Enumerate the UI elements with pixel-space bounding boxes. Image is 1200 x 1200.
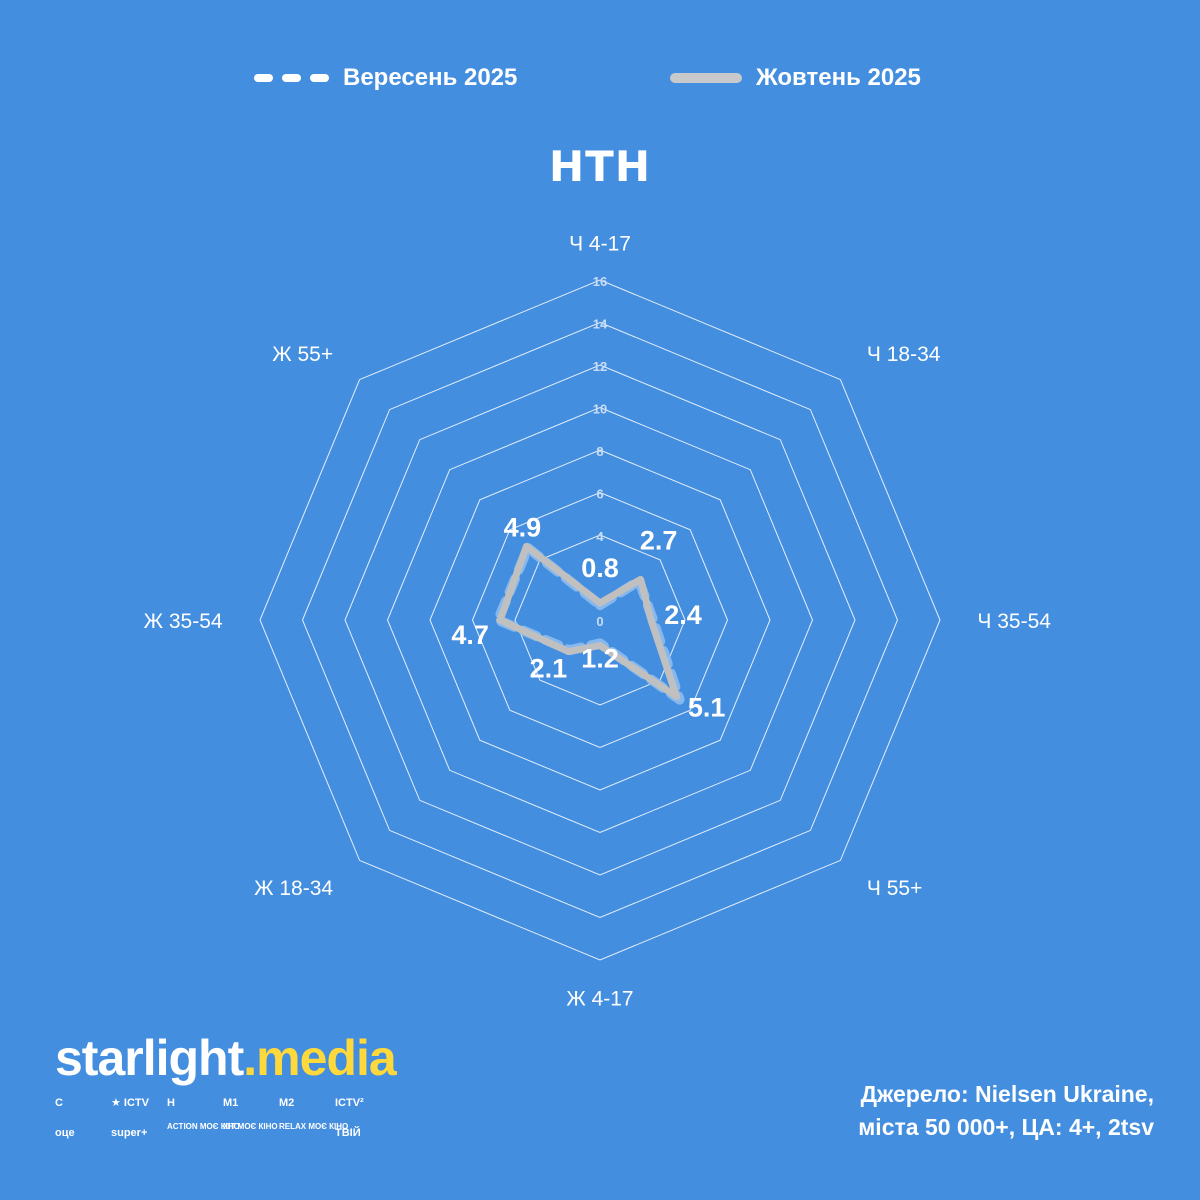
tick-label-14: 14: [593, 317, 608, 332]
grid-ring-12: [344, 364, 856, 876]
series-1-point-3: [674, 694, 679, 699]
tick-label-12: 12: [593, 359, 607, 374]
axis-label-0: Ч 4-17: [569, 233, 631, 256]
source-note: Джерело: Nielsen Ukraine, міста 50 000+,…: [734, 1078, 1154, 1144]
grid-ring-10: [386, 406, 814, 834]
channel-logo-novy: Н: [167, 1097, 175, 1109]
grid-ring-16: [259, 279, 941, 961]
channel-logo-m1: М1: [223, 1097, 239, 1109]
axis-label-7: Ж 55+: [272, 343, 333, 366]
source-line-1: Джерело: Nielsen Ukraine,: [860, 1081, 1154, 1107]
grid-ring-6: [471, 491, 729, 749]
channel-logos: С ★ ICTV Н М1 М2 ICTV² оце super+ ACTION…: [55, 1092, 415, 1144]
brand-name-part1: starlight: [55, 1030, 244, 1086]
legend-swatch-dashed: [254, 74, 329, 82]
axis-label-4: Ж 4-17: [566, 987, 633, 1010]
channel-logo-action: ACTION МОЄ КІНО: [167, 1122, 240, 1131]
grid-ring-8: [429, 449, 771, 791]
tick-label-4: 4: [596, 529, 604, 544]
tick-label-8: 8: [596, 444, 603, 459]
data-label-2: 2.4: [664, 600, 702, 630]
legend-item-october: Жовтень 2025: [670, 64, 921, 92]
legend-label-october: Жовтень 2025: [756, 64, 921, 91]
channel-logo-hit: ХІТ МОЄ КІНО: [223, 1122, 278, 1131]
chart-legend: Вересень 2025 Жовтень 2025: [0, 64, 1200, 104]
axis-label-6: Ж 35-54: [144, 610, 223, 633]
grid-ring-14: [301, 321, 899, 919]
series-1-point-7: [524, 544, 529, 549]
series-1-point-1: [638, 577, 643, 582]
axis-label-3: Ч 55+: [867, 877, 922, 900]
data-label-3: 5.1: [688, 693, 726, 723]
channel-logo-stb: С: [55, 1097, 63, 1109]
channel-logo: НТН: [549, 142, 651, 191]
tick-label-0: 0: [596, 614, 603, 629]
series-1-point-0: [598, 601, 602, 605]
tick-label-16: 16: [593, 274, 607, 289]
legend-item-september: Вересень 2025: [254, 64, 517, 92]
channel-logo-relax: RELAX МОЄ КІНО: [279, 1122, 349, 1131]
brand-name-part2: .media: [243, 1030, 396, 1086]
legend-label-september: Вересень 2025: [343, 64, 518, 91]
tick-label-10: 10: [593, 402, 607, 417]
tick-label-6: 6: [596, 487, 603, 502]
legend-swatch-solid: [670, 73, 742, 83]
channel-logo-tviy: ТВІЙ: [335, 1127, 361, 1139]
data-label-6: 4.7: [451, 620, 489, 650]
brand-logo: starlight.media: [55, 1030, 415, 1086]
data-label-1: 2.7: [640, 525, 678, 555]
axis-label-2: Ч 35-54: [977, 610, 1051, 633]
series-1-point-2: [649, 618, 653, 622]
series-1-point-5: [566, 649, 571, 654]
axis-label-5: Ж 18-34: [254, 877, 333, 900]
data-label-0: 0.8: [581, 553, 619, 583]
source-line-2: міста 50 000+, ЦА: 4+, 2tsv: [858, 1114, 1154, 1140]
channel-logo-otse: оце: [55, 1127, 75, 1139]
channel-logo-super: super+: [111, 1127, 148, 1139]
channel-logo-ictv: ★ ICTV: [111, 1097, 149, 1109]
data-label-5: 2.1: [530, 654, 568, 684]
axis-label-1: Ч 18-34: [867, 343, 941, 366]
channel-logo-m2: М2: [279, 1097, 295, 1109]
series-1-point-4: [598, 643, 602, 648]
series-1-point-6: [498, 618, 503, 622]
channel-logo-ictv2: ICTV²: [335, 1097, 364, 1109]
data-label-4: 1.2: [581, 644, 619, 674]
grid-ring-4: [514, 534, 686, 706]
data-label-7: 4.9: [504, 512, 542, 542]
brand-block: starlight.media С ★ ICTV Н М1 М2 ICTV² о…: [55, 1030, 415, 1144]
